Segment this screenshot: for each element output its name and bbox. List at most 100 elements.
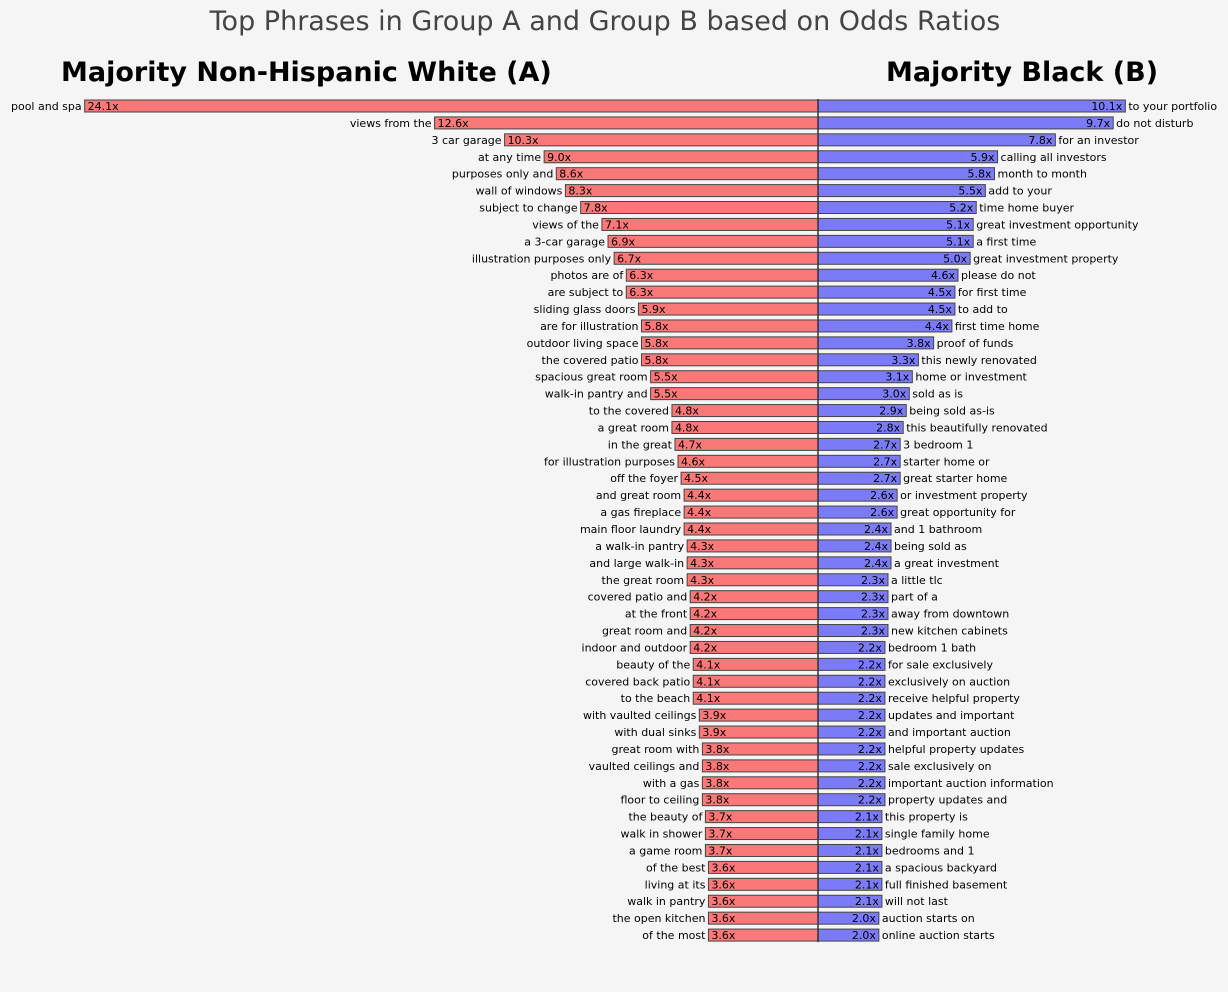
phrase-label-group-a: for illustration purposes [544, 455, 675, 468]
phrase-label-group-b: full finished basement [885, 878, 1008, 891]
bar-group-a [625, 268, 819, 282]
phrase-label-group-b: away from downtown [891, 608, 1009, 621]
value-label-group-a: 3.9x [702, 709, 726, 722]
phrase-label-group-b: bedroom 1 bath [888, 641, 976, 654]
phrase-label-group-b: this beautifully renovated [906, 421, 1047, 434]
phrase-label-group-a: main floor laundry [580, 523, 682, 536]
value-label-group-a: 4.3x [690, 574, 714, 587]
value-label-group-b: 2.7x [873, 455, 897, 468]
group-b-title: Majority Black (B) [886, 57, 1159, 88]
value-label-group-b: 2.7x [873, 472, 897, 485]
value-label-group-b: 5.0x [943, 252, 967, 265]
phrase-label-group-b: part of a [891, 591, 938, 604]
phrase-label-group-b: bedrooms and 1 [885, 844, 975, 857]
bar-group-a [434, 116, 819, 130]
value-label-group-b: 2.1x [855, 861, 879, 874]
phrase-label-group-b: 3 bedroom 1 [903, 438, 973, 451]
value-label-group-a: 12.6x [438, 117, 469, 130]
value-label-group-a: 5.5x [654, 388, 678, 401]
phrase-label-group-a: outdoor living space [527, 337, 639, 350]
value-label-group-a: 8.3x [568, 185, 592, 198]
value-label-group-b: 5.1x [946, 218, 970, 231]
value-label-group-a: 4.2x [693, 608, 717, 621]
phrase-label-group-b: this newly renovated [921, 354, 1036, 367]
value-label-group-b: 2.8x [876, 421, 900, 434]
bar-group-b [817, 99, 1126, 113]
phrase-label-group-a: the great room [602, 574, 685, 587]
value-label-group-a: 4.8x [675, 421, 699, 434]
value-label-group-a: 4.7x [678, 438, 702, 451]
phrase-label-group-a: views of the [532, 218, 599, 231]
value-label-group-a: 4.4x [687, 523, 711, 536]
phrase-label-group-a: the covered patio [542, 354, 639, 367]
value-label-group-a: 3.6x [711, 895, 735, 908]
phrase-label-group-a: at any time [478, 151, 541, 164]
value-label-group-b: 2.2x [858, 709, 882, 722]
value-label-group-b: 4.5x [928, 303, 952, 316]
value-label-group-b: 2.1x [855, 828, 879, 841]
phrase-label-group-b: being sold as [894, 540, 967, 553]
phrase-label-group-a: illustration purposes only [472, 252, 612, 265]
value-label-group-a: 4.4x [687, 489, 711, 502]
value-label-group-a: 4.2x [693, 641, 717, 654]
value-label-group-b: 9.7x [1086, 117, 1110, 130]
phrase-label-group-a: photos are of [550, 269, 624, 282]
phrase-label-group-a: sliding glass doors [534, 303, 636, 316]
value-label-group-b: 4.6x [931, 269, 955, 282]
phrase-label-group-b: a little tlc [891, 574, 943, 587]
phrase-label-group-a: views from the [350, 117, 432, 130]
bar-group-a [625, 285, 819, 299]
value-label-group-a: 4.2x [693, 625, 717, 638]
phrase-label-group-b: for first time [958, 286, 1027, 299]
phrase-label-group-b: important auction information [888, 777, 1054, 790]
value-label-group-b: 2.3x [861, 608, 885, 621]
phrase-label-group-b: for sale exclusively [888, 658, 994, 671]
phrase-label-group-b: please do not [961, 269, 1036, 282]
phrase-label-group-b: first time home [955, 320, 1040, 333]
phrase-label-group-b: for an investor [1058, 134, 1139, 147]
value-label-group-b: 2.7x [873, 438, 897, 451]
value-label-group-b: 2.4x [864, 523, 888, 536]
phrase-label-group-b: month to month [997, 168, 1086, 181]
phrase-label-group-b: great starter home [903, 472, 1007, 485]
phrase-label-group-b: add to your [988, 185, 1052, 198]
phrase-label-group-b: to add to [958, 303, 1008, 316]
phrase-label-group-a: are for illustration [540, 320, 638, 333]
phrase-label-group-a: walk-in pantry and [545, 388, 648, 401]
value-label-group-b: 2.4x [864, 557, 888, 570]
value-label-group-a: 4.3x [690, 557, 714, 570]
value-label-group-b: 5.2x [949, 202, 973, 215]
value-label-group-b: 3.0x [882, 388, 906, 401]
value-label-group-b: 2.3x [861, 574, 885, 587]
phrase-label-group-a: a 3-car garage [524, 235, 605, 248]
phrase-label-group-b: time home buyer [979, 202, 1074, 215]
value-label-group-a: 6.9x [611, 235, 635, 248]
value-label-group-b: 3.1x [885, 371, 909, 384]
phrase-label-group-a: off the foyer [610, 472, 678, 485]
phrase-label-group-b: a great investment [894, 557, 1000, 570]
bar-group-a [607, 234, 819, 248]
phrase-label-group-b: property updates and [888, 794, 1007, 807]
phrase-label-group-b: great investment opportunity [976, 218, 1139, 231]
phrase-label-group-a: purposes only and [452, 168, 553, 181]
group-a-bars: 24.1x pool and spa 12.6x views from the 10.3… [11, 99, 819, 942]
phrase-label-group-a: of the most [642, 929, 706, 942]
value-label-group-a: 3.8x [705, 794, 729, 807]
value-label-group-a: 4.5x [684, 472, 708, 485]
phrase-label-group-b: this property is [885, 811, 968, 824]
phrase-label-group-a: of the best [646, 861, 706, 874]
phrase-label-group-b: do not disturb [1116, 117, 1193, 130]
value-label-group-b: 2.2x [858, 726, 882, 739]
value-label-group-a: 4.1x [696, 658, 720, 671]
value-label-group-a: 4.2x [693, 591, 717, 604]
value-label-group-b: 2.1x [855, 844, 879, 857]
phrase-label-group-b: receive helpful property [888, 692, 1020, 705]
value-label-group-b: 2.2x [858, 743, 882, 756]
phrase-label-group-a: pool and spa [11, 100, 82, 113]
value-label-group-b: 2.0x [852, 912, 876, 925]
bar-group-a [613, 251, 819, 265]
value-label-group-a: 4.1x [696, 675, 720, 688]
phrase-label-group-a: walk in pantry [627, 895, 706, 908]
